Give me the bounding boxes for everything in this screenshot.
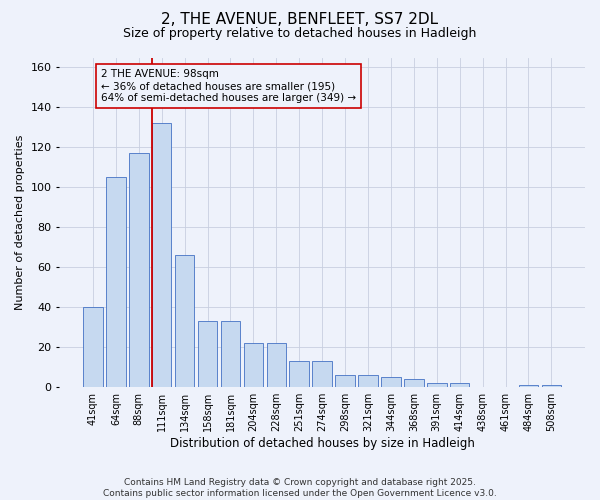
Text: Size of property relative to detached houses in Hadleigh: Size of property relative to detached ho… xyxy=(124,28,476,40)
Bar xyxy=(106,178,125,387)
Text: 2 THE AVENUE: 98sqm
← 36% of detached houses are smaller (195)
64% of semi-detac: 2 THE AVENUE: 98sqm ← 36% of detached ho… xyxy=(101,70,356,102)
Bar xyxy=(129,154,149,387)
Bar xyxy=(266,343,286,387)
Bar xyxy=(289,361,309,387)
Bar xyxy=(519,385,538,387)
Bar xyxy=(221,322,240,387)
Bar xyxy=(542,385,561,387)
Bar xyxy=(381,377,401,387)
Bar xyxy=(244,343,263,387)
Text: 2, THE AVENUE, BENFLEET, SS7 2DL: 2, THE AVENUE, BENFLEET, SS7 2DL xyxy=(161,12,439,28)
Bar xyxy=(427,383,446,387)
Y-axis label: Number of detached properties: Number of detached properties xyxy=(15,134,25,310)
Bar xyxy=(335,375,355,387)
Bar xyxy=(152,124,172,387)
Bar xyxy=(404,379,424,387)
Bar xyxy=(313,361,332,387)
Bar xyxy=(198,322,217,387)
Bar xyxy=(83,308,103,387)
Text: Contains HM Land Registry data © Crown copyright and database right 2025.
Contai: Contains HM Land Registry data © Crown c… xyxy=(103,478,497,498)
Bar xyxy=(358,375,378,387)
Bar xyxy=(175,256,194,387)
Bar xyxy=(450,383,469,387)
X-axis label: Distribution of detached houses by size in Hadleigh: Distribution of detached houses by size … xyxy=(170,437,475,450)
